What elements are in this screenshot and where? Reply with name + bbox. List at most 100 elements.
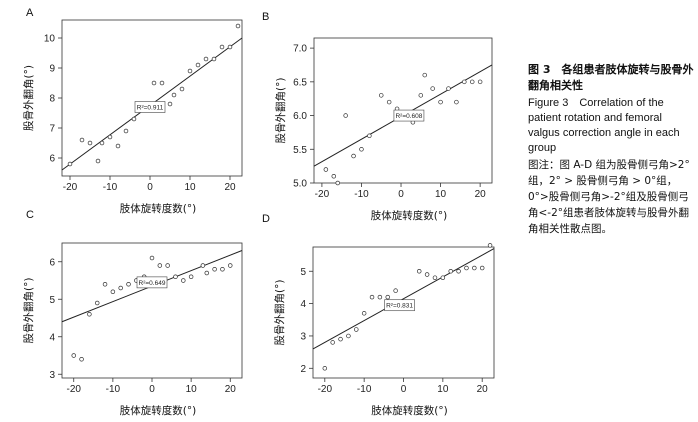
y-tick-label: 6.5 [293, 77, 307, 88]
data-point [422, 72, 428, 78]
data-point [131, 116, 137, 122]
x-axis-label: 肢体旋转度数(°) [371, 404, 447, 417]
data-point [159, 80, 165, 86]
data-point [87, 140, 93, 146]
data-point [359, 147, 364, 152]
data-point [123, 128, 129, 134]
y-tick-label: 5 [49, 295, 55, 306]
data-point [438, 99, 443, 105]
data-point [456, 269, 461, 274]
x-tick-label: 10 [437, 384, 449, 395]
x-tick-label: 20 [475, 189, 487, 200]
panel-label: A [26, 7, 34, 19]
y-tick-label: 4 [49, 332, 55, 343]
y-tick-label: 2 [300, 364, 306, 375]
annotation-label: R²=0.608 [395, 113, 422, 120]
data-point [440, 275, 446, 280]
data-point [424, 272, 430, 277]
caption-note: 图注：图 A-D 组为股骨侧弓角>2°组，2° > 股骨侧弓角 > 0°组，0°… [528, 159, 690, 235]
data-point [204, 270, 210, 276]
data-point [157, 263, 163, 268]
data-point [487, 243, 493, 248]
y-tick-label: 7.0 [293, 44, 307, 55]
data-point [227, 44, 233, 50]
panel-a: A -20 -10 0 10 20 6 7 8 9 10 肢体旋转度数(°) 股骨外翻角(°) R²=0.… [22, 7, 243, 215]
data-point [416, 269, 422, 274]
data-point [385, 294, 391, 300]
data-point [195, 62, 201, 68]
data-point [212, 267, 217, 272]
y-tick-label: 3 [49, 370, 55, 381]
data-point [67, 161, 73, 167]
fit-line [312, 248, 495, 350]
data-point [179, 86, 185, 92]
y-axis-label: 股骨外翻角(°) [274, 78, 287, 144]
x-tick-label: 20 [477, 384, 489, 395]
data-point [354, 327, 359, 332]
data-point [367, 133, 372, 139]
data-point [323, 167, 329, 172]
data-point [165, 263, 170, 268]
y-axis-label: 股骨外翻角(°) [273, 280, 286, 346]
data-point [351, 153, 356, 159]
annotation-label: R²=0.649 [139, 280, 166, 287]
x-axis-label: 肢体旋转度数(°) [371, 209, 447, 222]
data-point [228, 263, 233, 268]
x-axis-label: 肢体旋转度数(°) [120, 404, 196, 417]
data-point [464, 265, 469, 271]
data-point [107, 134, 113, 140]
data-point [331, 174, 337, 179]
figure-caption: 图 3 各组患者肢体旋转与股骨外翻角相关性 Figure 3 Correlati… [528, 62, 694, 237]
y-tick-label: 6.0 [293, 111, 307, 122]
data-point [448, 269, 453, 274]
y-tick-label: 6 [49, 257, 55, 268]
y-axis-label: 股骨外翻角(°) [22, 278, 35, 344]
x-tick-label: 0 [147, 182, 153, 193]
data-point [79, 137, 85, 143]
x-tick-label: -10 [103, 182, 118, 193]
plot-frame [312, 246, 495, 379]
data-point [462, 79, 467, 85]
data-point [377, 294, 383, 300]
data-point [338, 336, 343, 342]
plot-frame [61, 242, 243, 379]
panel-c: C -20 -10 0 10 20 3 4 5 6 肢体旋转度数(°) 股骨外翻角(°) R²=0.64… [22, 209, 243, 417]
data-point [151, 80, 157, 86]
x-tick-label: 20 [224, 182, 236, 193]
x-tick-label: -20 [318, 384, 333, 395]
x-tick-label: -20 [315, 189, 330, 200]
data-point [187, 68, 193, 74]
x-tick-label: 10 [184, 182, 196, 193]
x-tick-label: -20 [67, 384, 82, 395]
y-tick-label: 8 [49, 94, 55, 105]
annotation-box [393, 109, 425, 122]
data-point [479, 265, 485, 271]
x-tick-label: 0 [401, 384, 407, 395]
data-point [477, 79, 483, 85]
y-tick-label: 5.5 [293, 145, 307, 156]
annotation-box [136, 276, 168, 289]
caption-title-zh: 图 3 各组患者肢体旋转与股骨外翻角相关性 [528, 63, 694, 92]
data-point [79, 357, 84, 362]
data-point [173, 274, 178, 280]
x-tick-label: -10 [106, 384, 121, 395]
data-point [200, 263, 206, 268]
panel-b: B -20 -10 0 10 20 5.0 5.5 6.0 6.5 7.0 肢体旋转度数(°) 股骨外翻… [262, 11, 493, 222]
data-point [102, 282, 108, 287]
data-point [346, 333, 351, 339]
y-tick-label: 5.0 [293, 179, 307, 190]
data-point [188, 274, 194, 280]
data-point [110, 289, 116, 295]
data-point [393, 288, 398, 293]
data-point [343, 113, 348, 118]
data-point [469, 79, 475, 85]
caption-title-en: Figure 3 Correlation of the patient rota… [528, 97, 680, 154]
data-point [322, 366, 328, 371]
y-tick-label: 5 [300, 267, 306, 278]
data-point [235, 23, 241, 29]
y-tick-label: 3 [300, 331, 306, 342]
x-tick-label: 10 [186, 384, 198, 395]
plot-frame [61, 19, 243, 177]
y-tick-label: 4 [300, 299, 306, 310]
